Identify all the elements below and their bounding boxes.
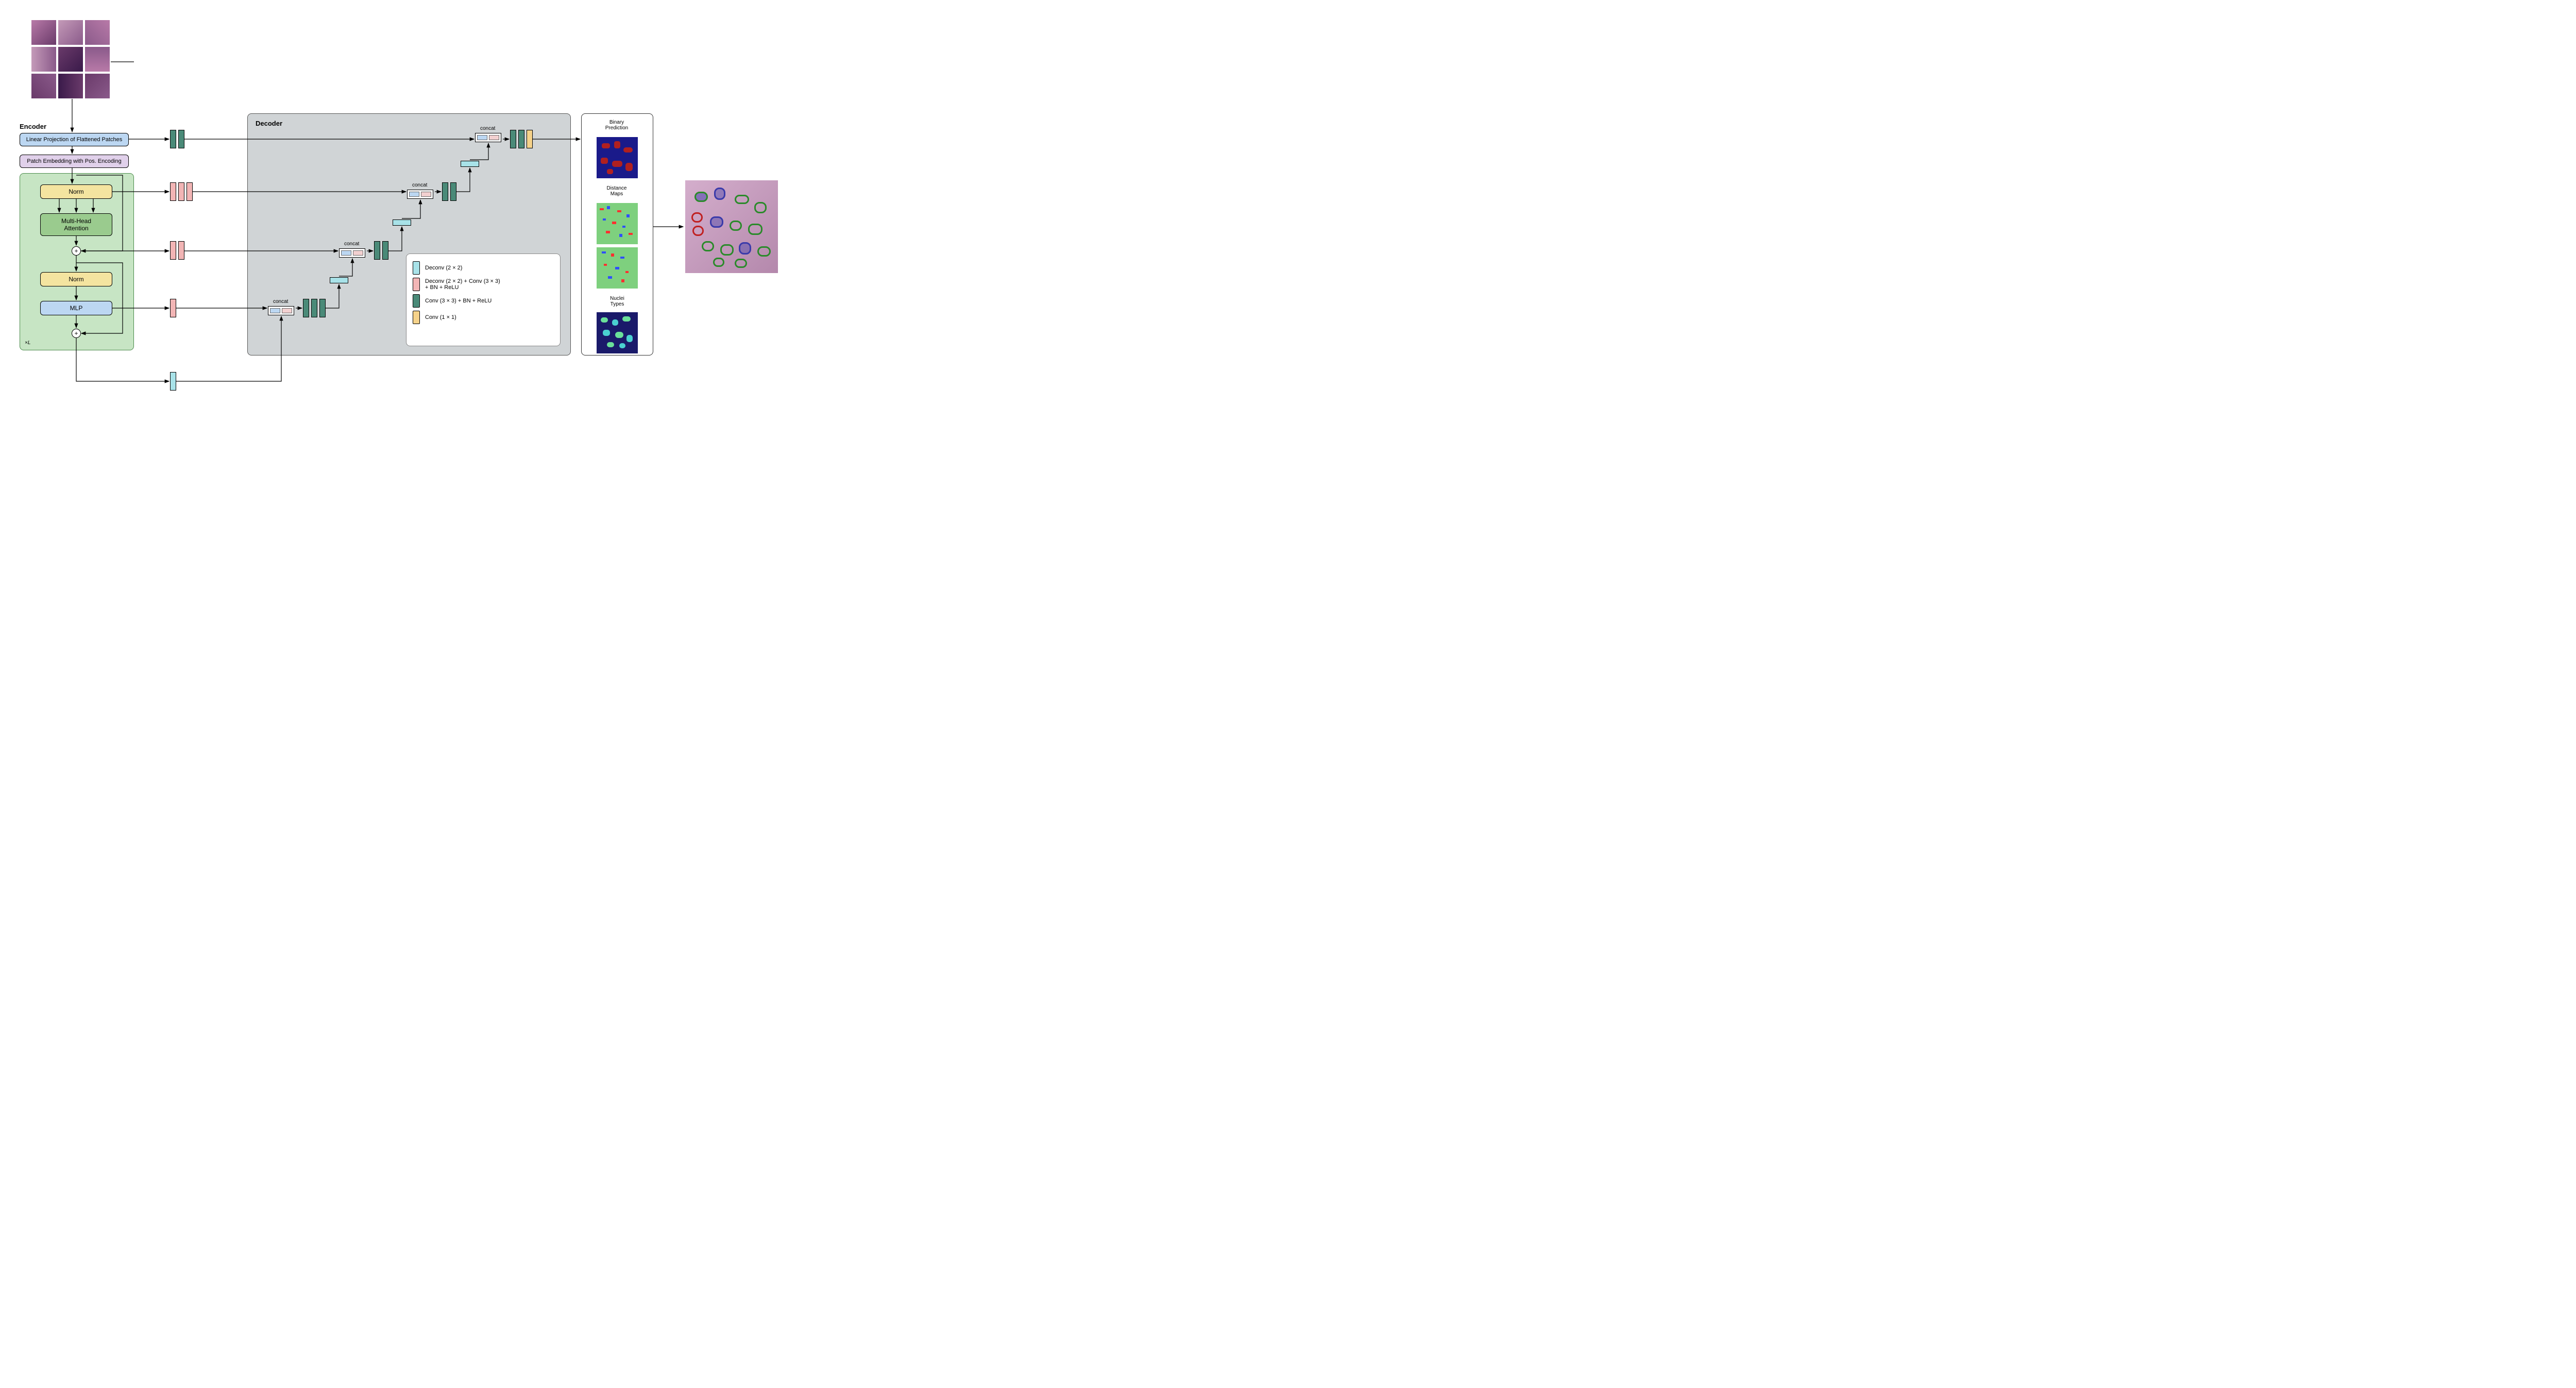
deconv-conv-block: [178, 182, 184, 201]
deconv-conv-block: [170, 299, 176, 317]
legend-panel: Deconv (2 × 2) Deconv (2 × 2) + Conv (3 …: [406, 253, 561, 346]
legend-deconv: Deconv (2 × 2): [413, 261, 554, 275]
legend-deconv-label: Deconv (2 × 2): [425, 265, 462, 271]
legend-conv1: Conv (1 × 1): [413, 311, 554, 324]
conv-block: [510, 130, 516, 148]
legend-conv: Conv (3 × 3) + BN + ReLU: [413, 294, 554, 308]
transformer-block: [20, 173, 134, 350]
conv-block: [450, 182, 456, 201]
conv-block: [311, 299, 317, 317]
deconv-block: [461, 161, 479, 167]
mha-box: Multi-Head Attention: [40, 213, 112, 236]
nuclei-label: Nuclei Types: [602, 296, 633, 307]
concat-label: concat: [344, 241, 359, 247]
deconv-block: [393, 219, 411, 226]
norm1-box: Norm: [40, 184, 112, 199]
concat-box: [407, 190, 433, 199]
deconv-block: [330, 277, 348, 283]
deconv-conv-block: [187, 182, 193, 201]
legend-conv-label: Conv (3 × 3) + BN + ReLU: [425, 298, 492, 304]
distance-map-image-1: [597, 203, 638, 244]
deconv-conv-block: [170, 182, 176, 201]
linear-projection-box: Linear Projection of Flattened Patches: [20, 133, 129, 146]
patch-embedding-box: Patch Embedding with Pos. Encoding: [20, 155, 129, 168]
concat-box: [475, 133, 501, 142]
norm2-box: Norm: [40, 272, 112, 286]
encoder-title: Encoder: [20, 123, 46, 130]
add1-circle: +: [72, 246, 81, 256]
conv-block: [382, 241, 388, 260]
conv-block: [178, 130, 184, 148]
binary-prediction-image: [597, 137, 638, 178]
final-output-image: [685, 180, 778, 273]
mlp-box: MLP: [40, 301, 112, 315]
conv-block: [518, 130, 524, 148]
diagram-canvas: Encoder Linear Projection of Flattened P…: [10, 10, 783, 402]
legend-conv1-label: Conv (1 × 1): [425, 314, 456, 320]
deconv-block: [170, 372, 176, 391]
concat-label: concat: [480, 126, 495, 131]
deconv-conv-block: [170, 241, 176, 260]
concat-box: [339, 248, 365, 258]
conv-block: [442, 182, 448, 201]
distance-label: Distance Maps: [599, 185, 635, 197]
concat-label: concat: [412, 182, 427, 188]
legend-deconv-conv-label: Deconv (2 × 2) + Conv (3 × 3) + BN + ReL…: [425, 278, 500, 291]
nuclei-types-image: [597, 312, 638, 353]
conv-block: [374, 241, 380, 260]
concat-label: concat: [273, 299, 288, 304]
conv-block: [303, 299, 309, 317]
repeat-label: ×L: [25, 340, 30, 346]
conv-block: [170, 130, 176, 148]
binary-label: Binary Prediction: [599, 120, 635, 131]
conv-block: [319, 299, 326, 317]
concat-box: [268, 306, 294, 315]
add2-circle: +: [72, 329, 81, 338]
conv1-block: [527, 130, 533, 148]
deconv-conv-block: [178, 241, 184, 260]
decoder-title: Decoder: [256, 120, 282, 127]
distance-map-image-2: [597, 247, 638, 289]
legend-deconv-conv: Deconv (2 × 2) + Conv (3 × 3) + BN + ReL…: [413, 278, 554, 291]
